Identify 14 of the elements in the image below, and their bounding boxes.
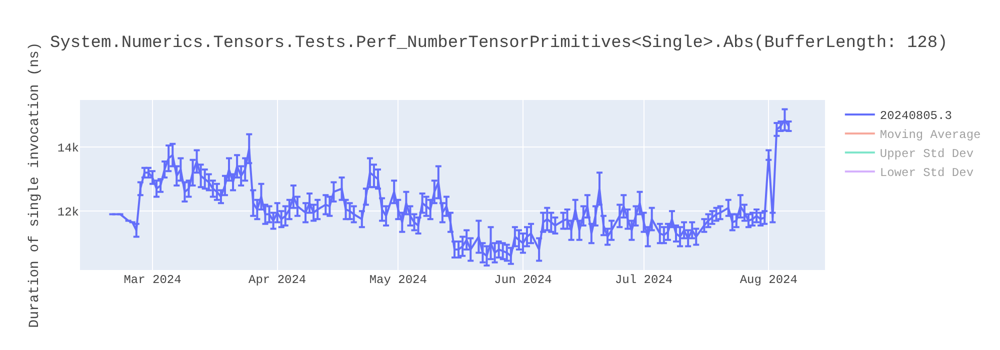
legend-label: Lower Std Dev <box>880 166 974 180</box>
x-tick-label: Apr 2024 <box>248 273 306 287</box>
legend-label: 20240805.3 <box>880 109 952 124</box>
y-tick-label: 14k <box>57 141 79 156</box>
y-axis-title: Duration of single invocation (ns) <box>26 42 43 328</box>
y-tick-label: 12k <box>57 205 79 220</box>
chart-title: System.Numerics.Tensors.Tests.Perf_NumberTensorPrimitives<Single>.Abs(BufferLength: 128) <box>50 34 948 53</box>
legend-label: Upper Std Dev <box>880 147 974 162</box>
x-tick-label: Aug 2024 <box>740 273 798 287</box>
x-tick-label: Jul 2024 <box>614 273 673 287</box>
x-tick-label: Mar 2024 <box>124 273 182 287</box>
x-tick-label: Jun 2024 <box>494 273 552 287</box>
x-tick-label: May 2024 <box>369 273 427 287</box>
legend-label: Moving Average <box>880 128 981 142</box>
